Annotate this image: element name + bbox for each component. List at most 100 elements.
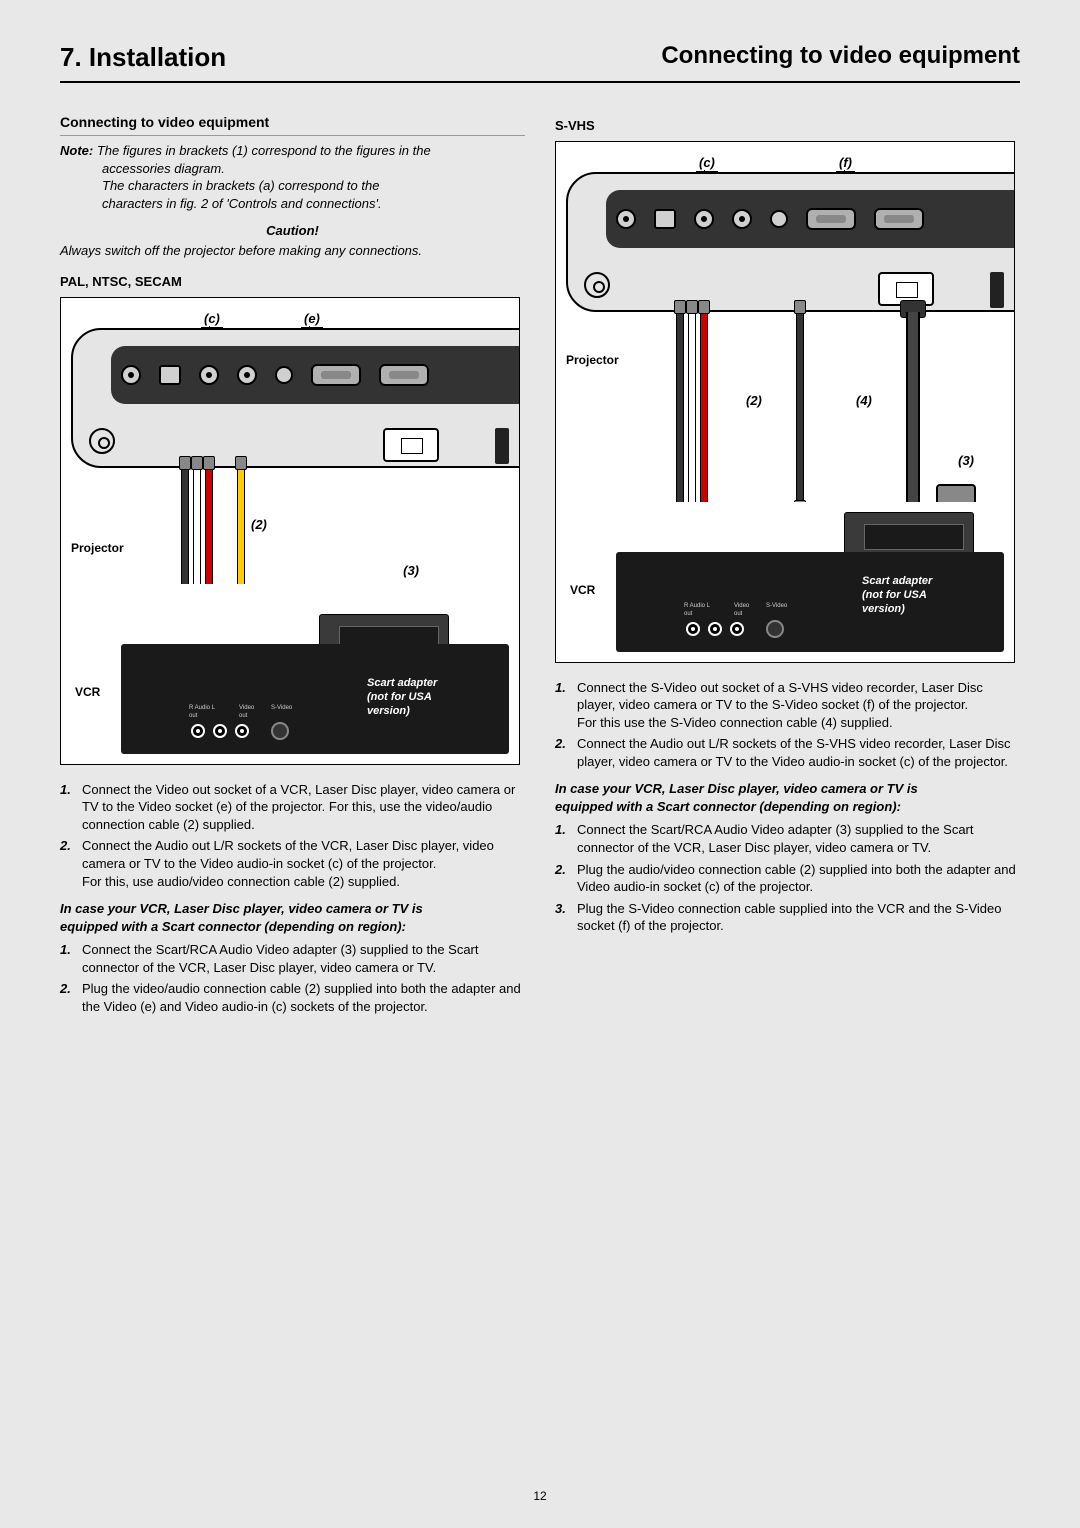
callout-3: (3) xyxy=(958,452,974,470)
cable-red-icon xyxy=(700,312,708,512)
port-svideo-icon xyxy=(770,210,788,228)
pal-heading: PAL, NTSC, SECAM xyxy=(60,273,525,291)
note-line: accessories diagram. xyxy=(102,160,525,178)
callout-c: (c) xyxy=(696,154,718,173)
left-column: Connecting to video equipment Note: The … xyxy=(60,113,525,1025)
steps-list: 1.Connect the S-Video out socket of a S-… xyxy=(555,679,1020,771)
caution-text: Always switch off the projector before m… xyxy=(60,242,525,260)
lens-icon xyxy=(89,428,115,454)
step-text: Connect the Scart/RCA Audio Video adapte… xyxy=(577,821,1020,856)
rca-ports xyxy=(191,724,249,738)
cable-bundle xyxy=(181,468,245,594)
port-strip xyxy=(111,346,519,404)
cable-icon xyxy=(181,468,189,594)
projector-label: Projector xyxy=(71,540,124,556)
scart-line: Scart adapter xyxy=(862,575,932,587)
chapter-title: 7. Installation xyxy=(60,40,226,75)
port-audio-icon xyxy=(616,209,636,229)
step-item: 2.Plug the audio/video connection cable … xyxy=(555,861,1020,896)
content-columns: Connecting to video equipment Note: The … xyxy=(60,113,1020,1025)
tiny-label: Videoout xyxy=(239,704,254,720)
page-number: 12 xyxy=(533,1488,546,1504)
port-usb-icon xyxy=(159,365,181,385)
plug-icon xyxy=(794,300,806,314)
step-item: 2.Connect the Audio out L/R sockets of t… xyxy=(60,837,525,890)
rca-icon xyxy=(191,724,205,738)
projector-panel: (c) (e) xyxy=(61,298,519,498)
diagram-svhs: (c) (f) xyxy=(555,141,1015,663)
plug-icon xyxy=(698,300,710,314)
page-title: Connecting to video equipment xyxy=(661,40,1020,75)
port-video-icon xyxy=(199,365,219,385)
scart-line: (not for USA xyxy=(367,691,432,703)
callout-2: (2) xyxy=(251,516,267,534)
tiny-label: Videoout xyxy=(734,602,749,618)
step-item: 1.Connect the S-Video out socket of a S-… xyxy=(555,679,1020,732)
cable-red-icon xyxy=(205,468,213,594)
step-text-part: Connect the Audio out L/R sockets of the… xyxy=(82,838,494,871)
note-line: The characters in brackets (a) correspon… xyxy=(102,177,525,195)
scart-slot-icon xyxy=(864,524,964,550)
step-num: 3. xyxy=(555,900,577,935)
port-dataout-icon xyxy=(379,364,429,386)
port-audio-icon xyxy=(121,365,141,385)
step-item: 1.Connect the Video out socket of a VCR,… xyxy=(60,781,525,834)
port-audioin-icon xyxy=(237,365,257,385)
vcr-area: VCR R Audio Lout Videoout S-Video Scart … xyxy=(61,584,519,764)
cable-white-icon xyxy=(688,312,696,512)
step-text-part: Connect the S-Video out socket of a S-VH… xyxy=(577,680,983,713)
cable-icon xyxy=(676,312,684,512)
vcr-label: VCR xyxy=(570,582,595,598)
note-block: Note: The figures in brackets (1) corres… xyxy=(60,142,525,212)
scart-caption: Scart adapter (not for USA version) xyxy=(367,676,507,719)
rca-icon xyxy=(235,724,249,738)
rca-icon xyxy=(686,622,700,636)
step-text: Connect the Audio out L/R sockets of the… xyxy=(82,837,525,890)
step-text: Plug the S-Video connection cable suppli… xyxy=(577,900,1020,935)
step-item: 1.Connect the Scart/RCA Audio Video adap… xyxy=(60,941,525,976)
tiny-label: R Audio Lout xyxy=(189,704,215,720)
step-num: 1. xyxy=(60,941,82,976)
callout-2: (2) xyxy=(746,392,762,410)
tiny-label: R Audio Lout xyxy=(684,602,710,618)
port-datain-icon xyxy=(311,364,361,386)
step-text: Plug the audio/video connection cable (2… xyxy=(577,861,1020,896)
step-num: 2. xyxy=(60,980,82,1015)
diagram-pal: (c) (e) xyxy=(60,297,520,765)
callout-3: (3) xyxy=(403,562,419,580)
scart-caption: Scart adapter (not for USA version) xyxy=(862,574,1002,617)
step-item: 3.Plug the S-Video connection cable supp… xyxy=(555,900,1020,935)
manual-page: 7. Installation Connecting to video equi… xyxy=(0,0,1080,1528)
scart-steps-list: 1.Connect the Scart/RCA Audio Video adap… xyxy=(60,941,525,1015)
scart-line: (not for USA xyxy=(862,589,927,601)
page-header: 7. Installation Connecting to video equi… xyxy=(60,40,1020,83)
step-text: Connect the Audio out L/R sockets of the… xyxy=(577,735,1020,770)
svhs-heading: S-VHS xyxy=(555,117,1020,135)
step-text: Connect the Video out socket of a VCR, L… xyxy=(82,781,525,834)
step-num: 2. xyxy=(555,861,577,896)
scart-line: version) xyxy=(862,603,905,615)
plug-icon xyxy=(674,300,686,314)
cable-area: Projector (2) (3) xyxy=(61,498,519,584)
plug-icon xyxy=(179,456,191,470)
callout-c: (c) xyxy=(201,310,223,329)
scart-line: Scart adapter xyxy=(367,677,437,689)
callout-e: (e) xyxy=(301,310,323,329)
cable-yellow-icon xyxy=(237,468,245,594)
step-text: Connect the S-Video out socket of a S-VH… xyxy=(577,679,1020,732)
port-strip xyxy=(606,190,1014,248)
plug-icon xyxy=(235,456,247,470)
tiny-label: S-Video xyxy=(766,602,787,610)
scart-case-heading: equipped with a Scart connector (dependi… xyxy=(555,798,1020,816)
steps-list: 1.Connect the Video out socket of a VCR,… xyxy=(60,781,525,890)
step-text: Plug the video/audio connection cable (2… xyxy=(82,980,525,1015)
projector-panel: (c) (f) xyxy=(556,142,1014,342)
split-cable xyxy=(856,342,956,502)
rca-icon xyxy=(730,622,744,636)
card-slot-icon xyxy=(990,272,1004,308)
step-text-part: For this use the S-Video connection cabl… xyxy=(577,715,893,730)
plug-icon xyxy=(686,300,698,314)
step-num: 1. xyxy=(555,679,577,732)
rca-icon xyxy=(213,724,227,738)
projector-label: Projector xyxy=(566,352,619,368)
